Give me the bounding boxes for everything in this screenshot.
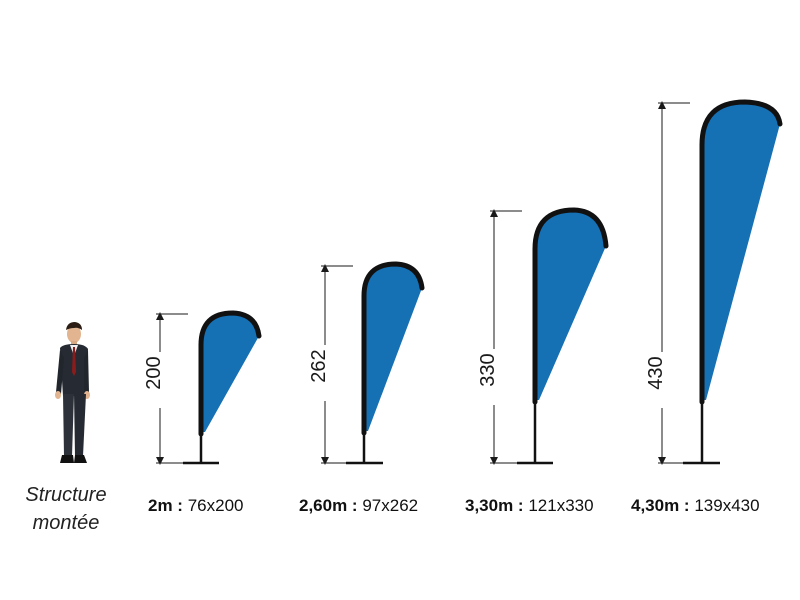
flag-size-label: 2,60m : (299, 496, 358, 515)
flag-dims-label: 139x430 (694, 496, 760, 515)
flag-size-label: 4,30m : (631, 496, 690, 515)
flag-4: 430 (645, 99, 783, 465)
flag-caption-4-30m: 4,30m : 139x430 (631, 496, 760, 516)
flag-3: 330 (477, 207, 609, 465)
person-leg-left (63, 394, 74, 456)
flag-sail (535, 210, 606, 400)
flag-pole (532, 207, 609, 405)
flag-2: 262 (308, 261, 425, 465)
person-tie (72, 347, 76, 376)
flag-pole (198, 310, 262, 437)
person-caption: Structure montée (14, 481, 118, 537)
flag-1: 200 (143, 310, 262, 465)
flag-dims-label: 121x330 (528, 496, 594, 515)
height-label: 262 (308, 349, 330, 382)
person-head (67, 325, 81, 343)
flag-dims-label: 76x200 (187, 496, 244, 515)
flag-pole (699, 99, 783, 405)
person-figure (55, 322, 90, 463)
flag-caption-3-30m: 3,30m : 121x330 (465, 496, 594, 516)
height-label: 430 (645, 356, 667, 389)
flag-sail (364, 264, 422, 431)
person-leg-right (74, 394, 86, 456)
person-caption-line2: montée (32, 512, 100, 534)
flag-size-label: 2m : (148, 496, 183, 515)
person-hair (66, 322, 82, 330)
flags-layer: 200 262 330 430 (143, 99, 783, 465)
flag-pole (361, 261, 425, 436)
height-label: 330 (477, 353, 499, 386)
height-label: 200 (143, 356, 165, 389)
flag-caption-2-60m: 2,60m : 97x262 (299, 496, 418, 516)
person-caption-line1: Structure (25, 484, 107, 506)
flag-size-label: 3,30m : (465, 496, 524, 515)
flag-sail (702, 102, 780, 400)
flag-dims-label: 97x262 (362, 496, 419, 515)
flag-caption-2m: 2m : 76x200 (148, 496, 243, 516)
flag-sail (201, 313, 259, 432)
